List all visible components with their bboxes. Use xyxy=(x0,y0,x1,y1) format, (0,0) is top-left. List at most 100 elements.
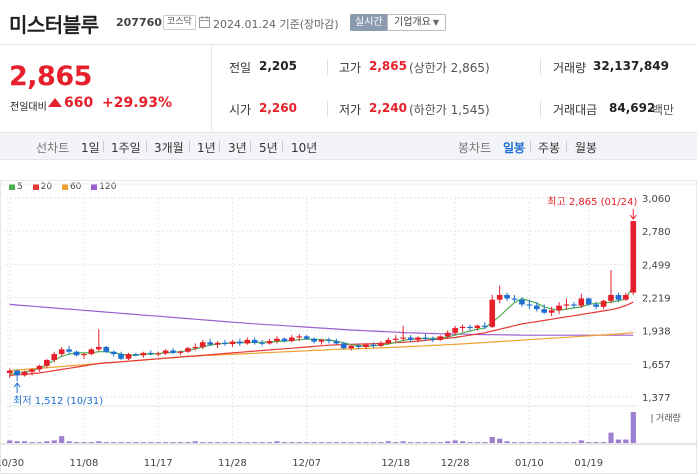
tab-divider xyxy=(566,141,567,152)
candle-body xyxy=(81,354,87,356)
date-text: 2024.01.24 기준(장마감) xyxy=(213,18,339,31)
volume-bar xyxy=(630,412,636,443)
tab-1w[interactable]: 1주일 xyxy=(111,141,141,155)
candle-body xyxy=(177,351,184,353)
tab-daily[interactable]: 일봉 xyxy=(503,141,526,155)
candle-body xyxy=(66,349,72,352)
volume-bar xyxy=(526,442,532,443)
tab-10y[interactable]: 10년 xyxy=(291,141,318,155)
candle-body xyxy=(385,339,392,344)
tab-weekly[interactable]: 주봉 xyxy=(538,141,561,155)
volume-bar xyxy=(541,442,547,443)
candle-chart-label: 봉차트 xyxy=(458,141,492,155)
tab-5y[interactable]: 5년 xyxy=(259,141,278,155)
candle-body xyxy=(44,359,50,366)
candle-body xyxy=(489,299,496,327)
company-info-dropdown[interactable]: 기업개요 ▼ xyxy=(387,14,446,31)
volume-bar xyxy=(274,441,280,443)
volume-bar xyxy=(511,442,518,443)
candle-body xyxy=(36,365,43,370)
x-tick-label: 11/28 xyxy=(218,458,247,469)
volume-bar xyxy=(222,442,228,443)
y-tick-label: 1,938 xyxy=(642,327,671,338)
volume-bar xyxy=(326,442,332,443)
stock-header: 미스터블루 207760 코스닥 2024.01.24 기준(장마감) 실시간 … xyxy=(0,0,697,44)
volume-bar xyxy=(356,442,362,443)
upper-limit: (상한가 2,865) xyxy=(409,61,490,75)
ma-legend: 5 20 60 120 xyxy=(9,182,123,192)
volume-bar xyxy=(73,442,80,443)
legend-ma120: 120 xyxy=(91,182,116,192)
volume-bar xyxy=(7,440,13,443)
candle-body xyxy=(88,349,95,355)
legend-label: 20 xyxy=(40,182,53,192)
candle-body xyxy=(170,350,176,353)
candlestick-chart[interactable]: 3,060 2,780 2,499 2,219 1,938 1,657 1,377 10/30… xyxy=(0,180,697,474)
candle-body xyxy=(103,346,110,352)
volume-bar xyxy=(88,442,94,443)
y-tick-label: 3,060 xyxy=(642,194,671,205)
candle-body xyxy=(266,341,273,344)
candle-body xyxy=(340,343,347,349)
calendar-icon xyxy=(199,16,210,28)
divider xyxy=(327,59,328,75)
volume-bar xyxy=(385,441,391,443)
candle-body xyxy=(95,346,102,350)
volume-bar xyxy=(452,440,458,443)
chart-period-tabs: 선차트 1일 1주일 3개월 1년 3년 5년 10년 봉차트 일봉 주봉 월봉 xyxy=(0,132,697,160)
tab-1y[interactable]: 1년 xyxy=(197,141,216,155)
candle-body xyxy=(237,341,243,344)
volume-bar xyxy=(571,442,577,443)
tab-3m[interactable]: 3개월 xyxy=(154,141,184,155)
y-tick-label: 1,377 xyxy=(642,393,671,404)
market-badge: 코스닥 xyxy=(163,15,196,30)
volume-bar xyxy=(66,441,72,443)
quote-divider xyxy=(211,45,212,133)
change-label: 전일대비 xyxy=(10,102,47,113)
candle-body xyxy=(333,341,340,344)
change-amount: 660 xyxy=(64,95,94,111)
tab-3y[interactable]: 3년 xyxy=(228,141,247,155)
candle-body xyxy=(571,304,577,306)
volume-bar xyxy=(177,442,184,443)
x-tick-label: 11/17 xyxy=(144,458,173,469)
volume-label: 거래량 xyxy=(553,61,587,75)
tab-monthly[interactable]: 월봉 xyxy=(575,141,598,155)
stock-code: 207760 xyxy=(116,16,162,29)
volume-bar xyxy=(259,442,265,443)
realtime-button[interactable]: 실시간 xyxy=(350,14,388,31)
legend-ma20: 20 xyxy=(32,182,53,192)
tab-1d[interactable]: 1일 xyxy=(81,141,100,155)
volume-label: 거래량 xyxy=(656,412,681,424)
divider xyxy=(540,101,541,117)
open-label: 시가 xyxy=(229,103,252,117)
ma120-line xyxy=(9,303,634,336)
volume-bar xyxy=(563,442,570,443)
volume-bar xyxy=(593,442,599,443)
volume-bar xyxy=(304,442,310,443)
tab-divider xyxy=(282,141,283,152)
candle-body xyxy=(430,338,436,340)
volume-bar xyxy=(51,440,57,443)
up-arrow-icon xyxy=(48,98,62,107)
volume-bar xyxy=(36,442,43,443)
candle-body xyxy=(244,339,251,344)
volume-bar xyxy=(185,442,191,443)
legend-swatch xyxy=(61,183,68,190)
legend-swatch xyxy=(32,183,39,190)
candle-body xyxy=(296,336,303,338)
volume-bar xyxy=(489,436,495,443)
ma5-line xyxy=(9,285,634,375)
volume-bar xyxy=(363,442,369,443)
candle-body xyxy=(140,352,147,356)
candle-body xyxy=(288,337,295,342)
candle-body xyxy=(363,344,369,347)
candle-body xyxy=(600,300,607,307)
candle-body xyxy=(400,337,406,339)
candle-body xyxy=(318,339,325,342)
candle-body xyxy=(125,354,132,359)
volume-bar xyxy=(578,440,584,443)
volume-bar xyxy=(244,442,250,443)
candle-body xyxy=(452,328,458,333)
candle-body xyxy=(222,342,228,345)
